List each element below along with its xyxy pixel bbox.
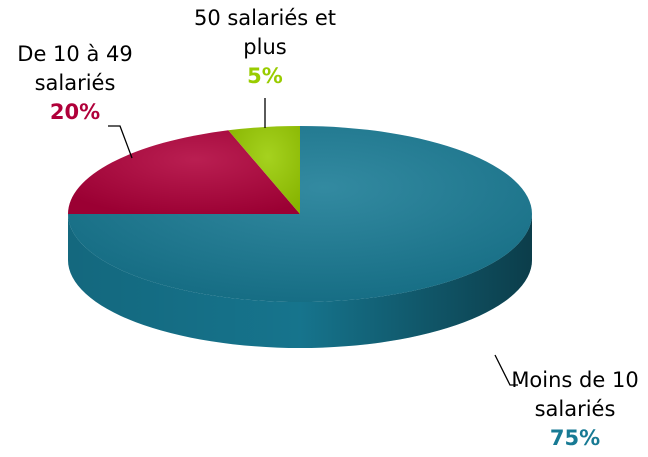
slice-gloss xyxy=(68,130,300,214)
slice-side-shade xyxy=(68,214,532,348)
value-label: 20% xyxy=(49,100,101,124)
category-label: De 10 à 49 salariés xyxy=(17,42,133,95)
leader-line xyxy=(108,125,133,159)
pie-sides xyxy=(68,214,532,348)
category-label: Moins de 10 salariés xyxy=(511,368,639,421)
value-label: 75% xyxy=(549,426,601,450)
slice-label: De 10 à 49 salariés 20% xyxy=(0,40,150,127)
value-label: 5% xyxy=(247,64,283,88)
slice-label: 50 salariés et plus 5% xyxy=(190,4,340,91)
pie-tops xyxy=(68,126,532,302)
slice-label: Moins de 10 salariés 75% xyxy=(500,366,648,453)
slice-gloss xyxy=(228,126,300,214)
leader-line xyxy=(494,354,518,386)
category-label: 50 salariés et plus xyxy=(193,6,337,59)
